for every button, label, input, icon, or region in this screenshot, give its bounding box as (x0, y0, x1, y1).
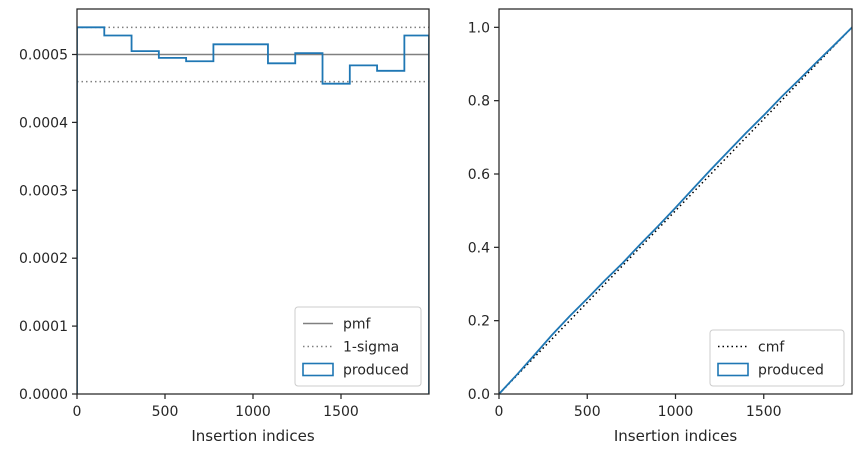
right-legend-swatch-produced (717, 362, 749, 377)
right-ytick-label-2: 0.4 (468, 240, 490, 256)
left-ytick-label-1: 0.0001 (19, 319, 68, 335)
left-series-produced (77, 26, 429, 394)
right-ytick-label-4: 0.8 (468, 94, 490, 110)
left-ytick-label-5: 0.0005 (19, 47, 68, 63)
left-plot-area (77, 26, 429, 394)
right-legend: cmf produced (709, 329, 845, 387)
right-legend-label-cmf: cmf (758, 340, 785, 356)
right-series-produced (499, 26, 852, 394)
left-legend-label-1-sigma: 1-sigma (343, 340, 399, 356)
right-ytick-label-3: 0.6 (468, 167, 490, 183)
right-chart: 0 500 1000 1500 0.0 0.2 0.4 0.6 0.8 1.0 Insertion … (468, 8, 853, 445)
left-legend: pmf 1-sigma produced (294, 306, 422, 387)
right-ytick-label-0: 0.0 (468, 387, 490, 403)
left-legend-box (294, 306, 422, 387)
left-xtick-label-1: 500 (152, 404, 179, 420)
left-legend-label-pmf: pmf (343, 317, 372, 333)
right-ytick-label-1: 0.2 (468, 314, 490, 330)
left-xlabel: Insertion indices (191, 427, 314, 445)
left-ytick-label-0: 0.0000 (19, 387, 68, 403)
right-plot-area (499, 26, 852, 394)
left-ytick-label-2: 0.0002 (19, 251, 68, 267)
left-xtick-label-0: 0 (73, 404, 82, 420)
right-legend-label-produced: produced (758, 363, 824, 379)
right-xtick-label-0: 0 (495, 404, 504, 420)
left-legend-label-produced: produced (343, 363, 409, 379)
right-xlabel: Insertion indices (614, 427, 737, 445)
left-chart: 0 500 1000 1500 0.0000 0.0001 0.0002 0.0003 0.00… (19, 8, 430, 445)
left-ytick-label-4: 0.0004 (19, 115, 68, 131)
right-ytick-label-5: 1.0 (468, 20, 490, 36)
left-xtick-label-2: 1000 (235, 404, 271, 420)
right-legend-box (709, 329, 845, 387)
left-legend-swatch-produced (302, 362, 334, 377)
right-xtick-label-2: 1000 (658, 404, 694, 420)
right-series-cmf (499, 26, 852, 394)
right-xtick-label-1: 500 (574, 404, 601, 420)
right-xtick-label-3: 1500 (746, 404, 782, 420)
left-xtick-label-3: 1500 (323, 404, 359, 420)
left-ytick-label-3: 0.0003 (19, 183, 68, 199)
